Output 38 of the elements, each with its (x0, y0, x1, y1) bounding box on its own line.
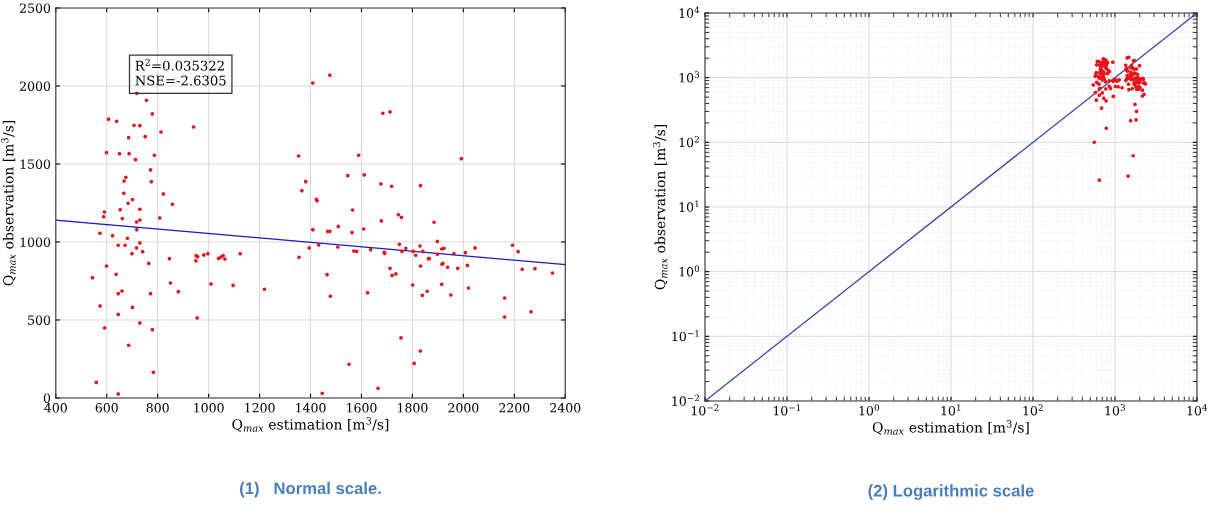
y-tick-label: 0 (43, 393, 51, 403)
x-tick-label: 10$^{4}$ (1187, 404, 1208, 416)
x-tick-label: 2000 (448, 403, 479, 413)
y-tick-label: 10$^{4}$ (679, 6, 700, 18)
x-tick-label: 1400 (296, 403, 326, 413)
x-axis-title: Q$_{max}$ estimation [m$^{3}$/s] (232, 417, 389, 432)
annotation: NSE=-2.6305 (135, 75, 226, 86)
y-tick-label: 10$^{2}$ (679, 135, 699, 148)
x-tick-label: 10$^{0}$ (859, 404, 879, 416)
x-tick-label: 2200 (499, 403, 530, 413)
x-tick-label: 10$^{1}$ (941, 404, 961, 416)
x-tick-label: 1200 (245, 403, 275, 413)
y-tick-label: 1000 (20, 237, 51, 247)
y-tick-label: 2000 (19, 81, 51, 91)
y-tick-label: 10$^{−1}$ (672, 329, 699, 342)
annotation: R$^{2}$=0.035322 (135, 58, 224, 71)
x-tick-label: 1600 (347, 403, 377, 413)
y-tick-label: 10$^{3}$ (679, 71, 700, 83)
x-tick-label: 10$^{2}$ (1023, 404, 1043, 416)
y-tick-label: 2500 (19, 3, 51, 13)
x-tick-label: 10$^{−1}$ (773, 404, 801, 416)
y-tick-label: 1500 (20, 159, 51, 169)
x-tick-label: 1800 (398, 403, 428, 413)
x-tick-label: 10$^{−2}$ (691, 404, 719, 416)
y-axis-title: Q$_{max}$ observation [m$^{3}$/s] (652, 124, 668, 290)
y-tick-label: 10$^{1}$ (679, 200, 699, 212)
y-tick-label: 500 (28, 315, 51, 325)
x-axis-title: Q$_{max}$ estimation [m$^{3}$/s] (872, 420, 1029, 435)
text: (1) Normal scale. (240, 481, 381, 498)
x-tick-label: 10$^{3}$ (1105, 404, 1125, 416)
x-tick-label: 2400 (550, 403, 581, 413)
x-tick-label: 1000 (194, 403, 224, 413)
x-tick-label: 400 (44, 403, 67, 413)
x-tick-label: 800 (146, 403, 169, 413)
x-tick-label: 600 (95, 403, 118, 413)
text: (2) Logarithmic scale (868, 484, 1034, 500)
y-axis-title: Q$_{max}$ observation [m$^{3}$/s] (1, 120, 16, 286)
y-tick-label: 10$^{0}$ (679, 265, 700, 277)
